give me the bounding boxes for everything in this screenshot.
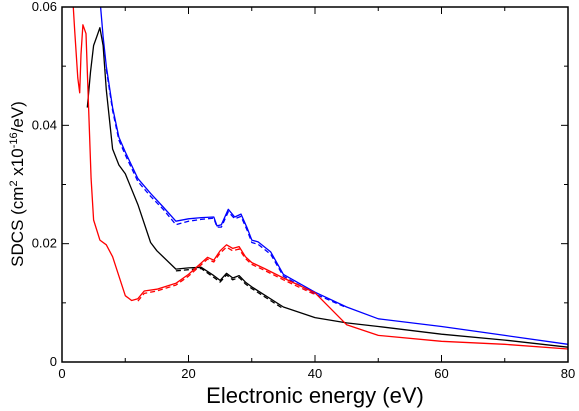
plot-frame (61, 6, 569, 363)
y-axis-title-sup1: 2 (8, 180, 20, 186)
y-tick-label: 0 (50, 354, 57, 369)
y-axis-title-sup2: -16 (8, 132, 20, 148)
series-line-5 (137, 246, 316, 302)
y-axis-title-mid: x10 (8, 148, 27, 180)
series-line-0 (99, 7, 568, 345)
x-tick-label: 60 (434, 366, 448, 381)
y-axis-title: SDCS (cm2 x10-16/eV) (8, 101, 27, 267)
y-axis-title-end: /eV) (8, 101, 27, 132)
series-line-1 (105, 69, 347, 309)
y-tick-label: 0.04 (32, 117, 57, 132)
series-line-2 (86, 27, 568, 348)
y-tick-label: 0.02 (32, 236, 57, 251)
series-line-3 (175, 267, 284, 310)
tick-layer: 0 20 40 60 80 0 0.02 0.04 0.06 (32, 0, 576, 381)
x-tick-label: 20 (181, 366, 195, 381)
y-axis-title-base: SDCS (cm (8, 187, 27, 267)
series-layer (72, 7, 568, 350)
x-tick-label: 80 (561, 366, 575, 381)
x-tick-label: 40 (308, 366, 322, 381)
x-tick-label: 0 (58, 366, 65, 381)
x-axis-title: Electronic energy (eV) (206, 383, 424, 408)
series-line-4 (72, 7, 568, 350)
y-tick-label: 0.06 (32, 0, 57, 14)
